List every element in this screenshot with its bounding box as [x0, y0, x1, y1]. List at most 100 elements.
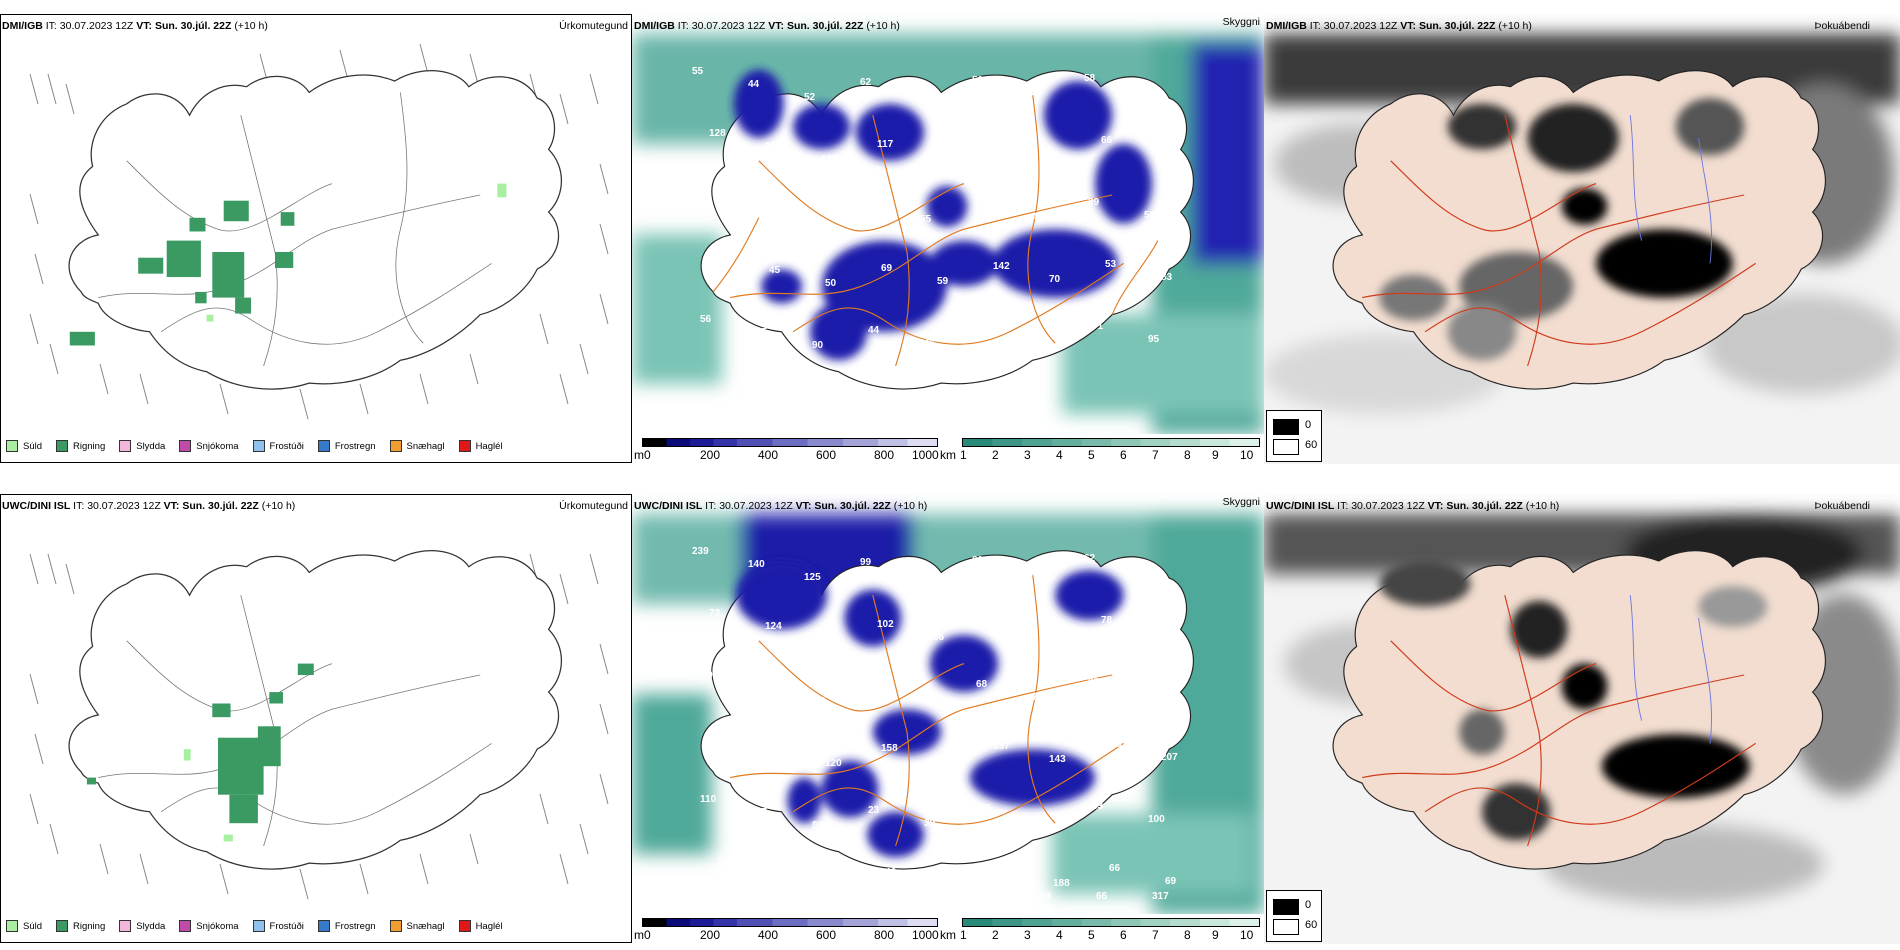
model-name: UWC/DINI ISL	[2, 500, 71, 512]
cloud-base-label: 55	[920, 214, 932, 225]
cloud-base-label: 52	[829, 882, 841, 893]
fog-legend-high: 0	[1305, 419, 1312, 431]
it-value: 30.07.2023 12Z	[87, 500, 161, 512]
lead-time: (+10 h)	[1498, 20, 1532, 32]
cloud-base-label: 120	[825, 758, 842, 769]
cloud-base-label: 100	[1148, 814, 1165, 825]
legend-item: Snæhagl	[389, 440, 445, 452]
model-name: DMI/IGB	[1266, 20, 1307, 32]
cloud-base-label: 239	[692, 546, 709, 557]
cloud-base-label: 85	[980, 803, 992, 814]
legend-item: Snjókoma	[179, 920, 239, 932]
vt-value: Sun. 30.júl. 22Z	[154, 20, 232, 32]
cloud-base-label: 188	[1053, 878, 1070, 889]
cloud-base-label: 56	[700, 314, 712, 325]
vt-label: VT:	[768, 20, 785, 32]
panel-title: Þokuábendi	[1814, 20, 1870, 32]
vt-label: VT:	[136, 20, 153, 32]
legend-item: Frostúði	[252, 440, 304, 452]
it-label: IT:	[677, 20, 689, 32]
precip-map	[29, 550, 609, 900]
tick-label: 3	[1024, 448, 1031, 462]
vt-label: VT:	[163, 500, 180, 512]
wind-barbs	[29, 43, 609, 420]
cloud-base-label: 137	[993, 741, 1010, 752]
vt-label: VT:	[795, 500, 812, 512]
cloud-base-label: 49	[984, 891, 996, 902]
cloud-base-label: 317	[1152, 891, 1169, 902]
cloud-base-label: 46	[885, 867, 897, 878]
precip-panel-top: DMI/IGB IT: 30.07.2023 12Z VT: Sun. 30.j…	[0, 14, 632, 464]
legend-item: Slydda	[119, 920, 165, 932]
cloud-base-label: 69	[808, 216, 820, 227]
fog-panel-top: DMI/IGB IT: 30.07.2023 12Z VT: Sun. 30.j…	[1264, 14, 1900, 464]
panel-header: DMI/IGB IT: 30.07.2023 12Z VT: Sun. 30.j…	[634, 20, 900, 32]
cloud-base-label: 102	[877, 619, 894, 630]
cloud-panel-top: DMI/IGB IT: 30.07.2023 12Z VT: Sun. 30.j…	[632, 14, 1264, 464]
cloud-base-label: 63	[773, 869, 785, 880]
cloud-base-label: 44	[868, 325, 880, 336]
map-frame	[0, 14, 632, 463]
cloud-base-label: 52	[804, 92, 816, 103]
cloud-base-label: 128	[709, 128, 726, 139]
cloud-base-label: 120	[769, 745, 786, 756]
model-name: DMI/IGB	[634, 20, 675, 32]
it-label: IT:	[1309, 20, 1321, 32]
vt-value: Sun. 30.júl. 22Z	[814, 500, 891, 512]
it-value: 30.07.2023 12Z	[719, 500, 793, 512]
cloud-base-label: 39	[1088, 197, 1100, 208]
legend-item: Snæhagl	[389, 920, 445, 932]
rain-areas	[86, 663, 314, 824]
cloud-base-label: 23	[868, 805, 880, 816]
height-colorbar: m 0 200 400 600 800 1000	[634, 438, 944, 464]
it-value: 30.07.2023 12Z	[1323, 20, 1398, 32]
panel-header: UWC/DINI ISL IT: 30.07.2023 12Z VT: Sun.…	[1266, 500, 1559, 512]
legend-item: Súld	[6, 920, 42, 932]
cloud-base-label: 125	[804, 572, 821, 583]
cloud-base-label: 100	[916, 570, 933, 581]
cloud-base-label: 66	[1101, 135, 1113, 146]
cloud-base-label: 143	[1049, 754, 1066, 765]
model-name: DMI/IGB	[2, 20, 43, 32]
cloud-base-label: 71	[1092, 321, 1104, 332]
cloud-base-label: 66	[989, 137, 1001, 148]
cloud-base-label: 68	[976, 679, 988, 690]
cloud-base-label: 58	[1084, 73, 1096, 84]
cloud-base-label: 90	[812, 340, 824, 351]
tick-label: 10	[1240, 448, 1254, 462]
cloud-base-label: 167	[752, 683, 769, 694]
it-label: IT:	[1337, 500, 1349, 512]
lead-time: (+10 h)	[234, 20, 268, 32]
cloud-base-label: 51	[972, 75, 984, 86]
cloud-base-label: 59	[937, 276, 949, 287]
vt-value: Sun. 30.júl. 22Z	[182, 500, 259, 512]
cloud-base-label: 44	[980, 323, 992, 334]
cloud-base-label: 85	[989, 617, 1001, 628]
legend-item: Haglél	[458, 440, 503, 452]
cloud-base-label: 41	[713, 252, 725, 263]
cloud-base-label: 44	[748, 79, 760, 90]
cloud-base-label: 170	[696, 670, 713, 681]
unit-label: m	[634, 448, 644, 462]
cloud-base-label: 67	[1140, 86, 1152, 97]
cloud-base-label: 124	[765, 621, 782, 632]
cloud-base-label: 63	[1092, 801, 1104, 812]
cloud-base-label: 87	[756, 807, 768, 818]
cloud-base-label: 117	[877, 139, 894, 150]
roads	[1362, 115, 1756, 367]
cloud-base-label: 66	[704, 891, 716, 902]
lead-time: (+10 h)	[261, 500, 296, 512]
cloud-base-labels: 55 44 52 62 46 51 33 58 67 128 118 128 117 101 66 72 66 7…	[692, 66, 1173, 351]
model-name: UWC/DINI ISL	[634, 500, 703, 512]
precip-panel-bottom: UWC/DINI ISL IT: 30.07.2023 12Z VT: Sun.…	[0, 494, 632, 944]
cloud-base-label: 88	[997, 865, 1009, 876]
cloud-base-label: 207	[1161, 752, 1178, 763]
tick-label: 7	[1152, 448, 1159, 462]
cloud-base-label: 46	[916, 90, 928, 101]
vt-value: Sun. 30.júl. 22Z	[786, 20, 864, 32]
lead-time: (+10 h)	[1525, 500, 1560, 512]
cloud-base-label: 61	[1036, 816, 1048, 827]
legend-item: Súld	[6, 440, 42, 452]
cloud-base-label: 30	[924, 818, 936, 829]
it-label: IT:	[45, 20, 57, 32]
